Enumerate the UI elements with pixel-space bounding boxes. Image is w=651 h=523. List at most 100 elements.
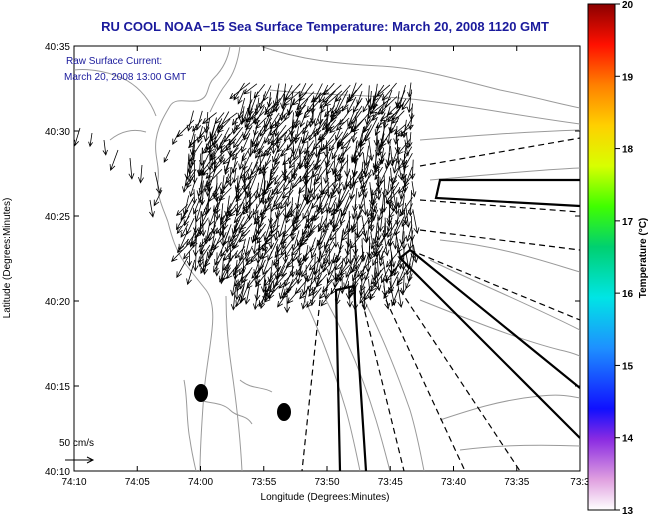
current-vector (74, 139, 76, 146)
current-vector (212, 133, 218, 149)
chart-title: RU COOL NOAA−15 Sea Surface Temperature:… (101, 19, 549, 34)
colorbar-tick-label: 14 (622, 434, 634, 445)
current-vector (273, 217, 280, 242)
current-vector (386, 104, 399, 116)
surface-current-vectors (74, 82, 420, 314)
current-vector (149, 199, 155, 218)
coastline-contours (74, 46, 580, 471)
current-vector (329, 208, 336, 226)
current-vector (232, 133, 244, 149)
current-vector (220, 203, 232, 226)
current-vector (312, 155, 328, 178)
current-vector (298, 83, 313, 102)
current-vector (281, 278, 300, 299)
current-vector (276, 258, 288, 279)
current-vector (306, 287, 322, 308)
current-vector (224, 159, 231, 176)
current-vector (243, 125, 253, 141)
current-vector (280, 189, 294, 210)
current-vector (138, 164, 144, 184)
current-vector (392, 230, 399, 250)
scale-label: 50 cm/s (59, 438, 94, 449)
x-axis-ticks: 74:10 74:05 74:00 73:55 73:50 73:45 73:40 73:35… (61, 46, 590, 488)
current-vector (192, 252, 199, 272)
current-vector (324, 224, 336, 249)
current-vector (235, 182, 246, 199)
current-vector (375, 112, 398, 129)
current-vector (348, 175, 354, 191)
current-vector (298, 153, 307, 170)
current-vector (269, 161, 280, 176)
current-vector (378, 251, 384, 267)
current-vector (263, 285, 280, 303)
current-vector (372, 246, 384, 267)
current-vector (253, 83, 266, 99)
current-vector (326, 160, 334, 175)
current-vector (386, 188, 400, 205)
current-vector (331, 140, 343, 160)
current-vector (321, 112, 341, 131)
x-tick-label: 73:50 (314, 477, 339, 488)
current-vector (352, 168, 364, 186)
current-vector (385, 265, 398, 282)
current-vector (171, 245, 188, 262)
current-vector (176, 257, 188, 279)
current-vector (288, 154, 301, 169)
current-vector (231, 117, 238, 135)
current-vector (343, 216, 351, 236)
current-vector (299, 110, 307, 128)
current-vector (109, 149, 119, 171)
current-vector (243, 83, 258, 95)
current-vector (332, 208, 342, 231)
current-vector (215, 217, 230, 235)
colorbar-ticks: 20 19 18 17 16 15 14 13 (615, 0, 634, 517)
current-vector (298, 83, 307, 98)
current-vector (285, 182, 293, 208)
current-vector (263, 217, 273, 242)
current-vector (339, 203, 350, 226)
current-vector (282, 175, 295, 192)
current-vector (253, 210, 266, 225)
current-vector (219, 182, 230, 195)
colorbar-tick-label: 13 (622, 506, 634, 517)
current-vector (304, 208, 323, 229)
current-vector (281, 180, 301, 199)
current-vector (319, 286, 329, 300)
current-vector (391, 288, 400, 307)
current-vector (332, 250, 342, 264)
current-vector (375, 216, 382, 242)
current-vector (386, 216, 393, 232)
current-vector (325, 188, 335, 214)
current-vector (245, 111, 265, 131)
current-vector (270, 133, 277, 155)
current-vector (235, 196, 246, 217)
current-vector (381, 264, 391, 284)
current-vector (258, 159, 272, 175)
current-vector (307, 266, 315, 283)
current-vector (313, 264, 330, 281)
current-vector (210, 145, 218, 162)
current-vector (372, 106, 383, 122)
current-vector (376, 84, 391, 97)
current-vector (176, 215, 190, 234)
y-tick-label: 40:35 (45, 42, 70, 53)
current-vector (383, 229, 390, 257)
raw-current-label: Raw Surface Current: (66, 56, 162, 67)
current-vector (261, 244, 274, 260)
current-vector (333, 231, 339, 248)
current-vector (405, 224, 413, 243)
x-tick-label: 73:3 (570, 477, 590, 488)
current-vector (230, 286, 237, 311)
current-vector (192, 195, 202, 215)
current-vector (405, 273, 413, 290)
current-vector (320, 251, 328, 270)
current-vector (347, 96, 357, 114)
current-vector (377, 140, 384, 157)
current-vector (283, 120, 300, 142)
current-vector (186, 174, 195, 189)
raw-current-time: March 20, 2008 13:00 GMT (64, 72, 186, 83)
current-vector (251, 229, 258, 255)
coverage-lines (301, 137, 580, 471)
current-vector (358, 182, 365, 198)
current-vector (200, 190, 206, 206)
